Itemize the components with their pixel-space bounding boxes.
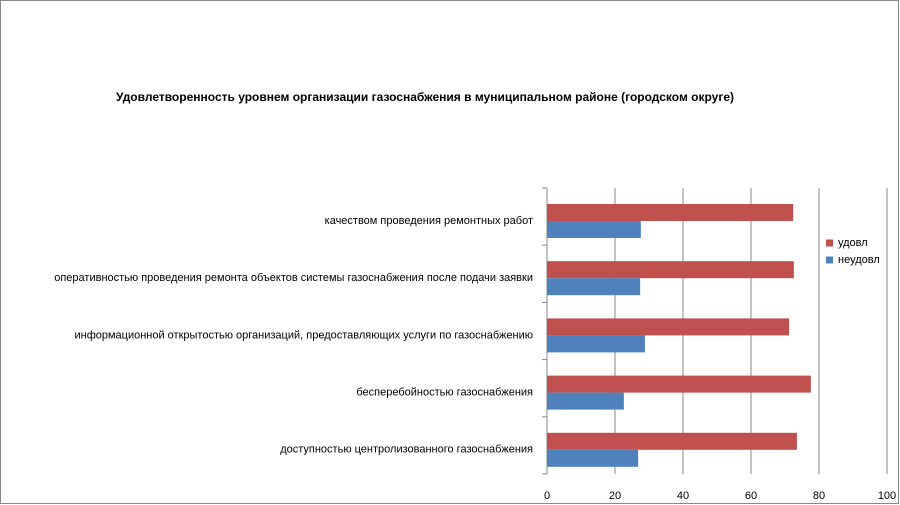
x-tick-label: 20 (609, 490, 621, 502)
bar (547, 261, 794, 279)
legend-swatch (826, 256, 833, 264)
x-tick-label: 0 (544, 490, 550, 502)
x-tick-label: 60 (745, 490, 757, 502)
y-tick-label: информационной открытостью организаций, … (74, 329, 533, 341)
bar (547, 335, 645, 353)
bar (547, 204, 794, 221)
x-tick-label: 40 (677, 490, 689, 502)
x-tick-label: 80 (813, 490, 825, 502)
y-tick-label: качеством проведения ремонтных работ (325, 215, 533, 227)
bar (547, 375, 811, 393)
y-tick-label: бесперебойностью газоснабжения (356, 387, 533, 399)
bar (547, 449, 639, 467)
bar (547, 432, 797, 450)
y-tick-label: оперативностью проведения ремонта объект… (54, 272, 533, 284)
chart-title: Удовлетворенность уровнем организации га… (116, 90, 734, 104)
legend-label: удовл (838, 237, 868, 249)
x-tick-label: 100 (878, 490, 896, 502)
bar (547, 392, 624, 410)
bar (547, 318, 790, 336)
bar (547, 221, 641, 238)
legend-label: неудовл (838, 254, 880, 266)
legend-swatch (826, 239, 833, 247)
y-tick-label: доступностью центролизованного газоснабж… (280, 444, 533, 456)
bar (547, 278, 641, 296)
